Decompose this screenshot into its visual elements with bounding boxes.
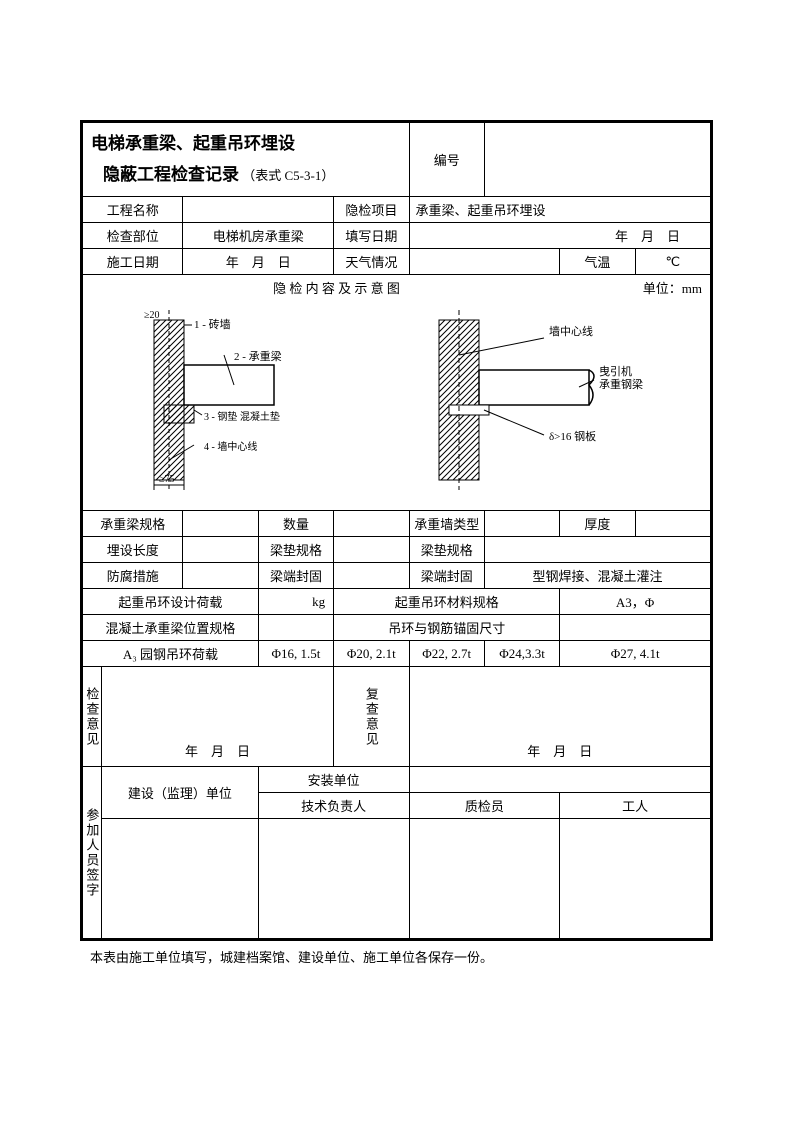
temp-label: 气温 bbox=[560, 249, 635, 275]
worker-sig[interactable] bbox=[560, 819, 711, 939]
wall-type-value[interactable] bbox=[484, 511, 559, 537]
concrete-beam-value[interactable] bbox=[258, 615, 333, 641]
embed-len-label: 埋设长度 bbox=[83, 537, 183, 563]
anchor-label: 吊环与钢筋锚固尺寸 bbox=[334, 615, 560, 641]
load-3: Φ24,3.3t bbox=[484, 641, 559, 667]
diag-l1: 1 - 砖墙 bbox=[194, 317, 231, 331]
hidden-item-label: 隐检项目 bbox=[334, 197, 409, 223]
diag-l4: 4 - 墙中心线 bbox=[204, 440, 257, 453]
diag-dim-bot: ≥75 bbox=[159, 474, 175, 485]
project-name-value[interactable] bbox=[183, 197, 334, 223]
pad-spec-label2: 梁垫规格 bbox=[409, 537, 484, 563]
ring-load-unit: kg bbox=[258, 589, 333, 615]
tech-lead-label: 技术负责人 bbox=[258, 793, 409, 819]
qc-sig[interactable] bbox=[409, 819, 560, 939]
end-seal-value2: 型钢焊接、混凝土灌注 bbox=[484, 563, 710, 589]
beam-spec-value[interactable] bbox=[183, 511, 258, 537]
qty-value[interactable] bbox=[334, 511, 409, 537]
ring-mat-label: 起重吊环材料规格 bbox=[334, 589, 560, 615]
end-seal-label1: 梁端封固 bbox=[258, 563, 333, 589]
ring-load-label: 起重吊环设计荷载 bbox=[83, 589, 259, 615]
participants-side-label: 参加人员签字 bbox=[83, 767, 102, 939]
diagram-header: 隐 检 内 容 及 示 意 图 bbox=[91, 278, 582, 297]
pad-spec-value1[interactable] bbox=[334, 537, 409, 563]
anchor-value[interactable] bbox=[560, 615, 711, 641]
diagram-area: 1 - 砖墙 2 - 承重梁 3 - 钢垫 混凝土垫 4 - 墙中心线 ≥20 … bbox=[83, 301, 711, 511]
diag-dim-top: ≥20 bbox=[144, 310, 160, 321]
review-right-date: 年 月 日 bbox=[527, 744, 592, 759]
construct-date-value[interactable]: 年 月 日 bbox=[183, 249, 334, 275]
serial-value[interactable] bbox=[484, 123, 710, 197]
load-4: Φ27, 4.1t bbox=[560, 641, 711, 667]
review-right-area[interactable]: 年 月 日 bbox=[409, 667, 710, 767]
inspect-part-value: 电梯机房承重梁 bbox=[183, 223, 334, 249]
diagram-right: 墙中心线 曳引机 承重钢梁 δ>16 钢板 bbox=[419, 310, 659, 490]
a3-ring-label: A₃ 园钢吊环荷载 bbox=[83, 641, 259, 667]
pad-spec-value2[interactable] bbox=[484, 537, 710, 563]
thickness-value[interactable] bbox=[635, 511, 710, 537]
temp-unit: ℃ bbox=[635, 249, 710, 275]
construct-date-label: 施工日期 bbox=[83, 249, 183, 275]
ring-mat-value: A3，Φ bbox=[560, 589, 711, 615]
construction-unit-label: 建设（监理）单位 bbox=[101, 767, 258, 819]
review-left-date: 年 月 日 bbox=[185, 744, 250, 759]
title-line1: 电梯承重梁、起重吊环埋设 bbox=[91, 129, 401, 160]
diag-r1: 墙中心线 bbox=[549, 324, 593, 338]
form-container: 电梯承重梁、起重吊环埋设 隐蔽工程检查记录 （表式 C5-3-1） 编号 工程名… bbox=[80, 120, 713, 941]
diagram-left: 1 - 砖墙 2 - 承重梁 3 - 钢垫 混凝土垫 4 - 墙中心线 ≥20 … bbox=[134, 310, 344, 490]
diag-r2-b: 承重钢梁 bbox=[599, 377, 643, 391]
diag-l3: 3 - 钢垫 混凝土垫 bbox=[204, 410, 280, 423]
end-seal-value1[interactable] bbox=[334, 563, 409, 589]
worker-label: 工人 bbox=[560, 793, 711, 819]
tech-lead-sig[interactable] bbox=[258, 819, 409, 939]
serial-label: 编号 bbox=[409, 123, 484, 197]
diag-r2-a: 曳引机 bbox=[599, 364, 632, 378]
load-2: Φ22, 2.7t bbox=[409, 641, 484, 667]
anticorr-value[interactable] bbox=[183, 563, 258, 589]
review-left-label: 检查意见 bbox=[83, 667, 102, 767]
thickness-label: 厚度 bbox=[560, 511, 635, 537]
fill-date-value[interactable]: 年 月 日 bbox=[409, 223, 710, 249]
main-table: 电梯承重梁、起重吊环埋设 隐蔽工程检查记录 （表式 C5-3-1） 编号 工程名… bbox=[82, 122, 711, 939]
form-title: 电梯承重梁、起重吊环埋设 隐蔽工程检查记录 （表式 C5-3-1） bbox=[83, 123, 410, 197]
inspect-part-label: 检查部位 bbox=[83, 223, 183, 249]
anticorr-label: 防腐措施 bbox=[83, 563, 183, 589]
qty-label: 数量 bbox=[258, 511, 333, 537]
hidden-item-value: 承重梁、起重吊环埋设 bbox=[409, 197, 710, 223]
diag-r3: δ>16 钢板 bbox=[549, 429, 596, 443]
review-right-label: 复查意见 bbox=[334, 667, 409, 767]
title-line2: 隐蔽工程检查记录 bbox=[91, 165, 239, 184]
beam-spec-label: 承重梁规格 bbox=[83, 511, 183, 537]
pad-spec-label1: 梁垫规格 bbox=[258, 537, 333, 563]
load-1: Φ20, 2.1t bbox=[334, 641, 409, 667]
diagram-unit: 单位：mm bbox=[582, 278, 702, 297]
project-name-label: 工程名称 bbox=[83, 197, 183, 223]
concrete-beam-label: 混凝土承重梁位置规格 bbox=[83, 615, 259, 641]
review-left-area[interactable]: 年 月 日 bbox=[101, 667, 333, 767]
weather-value[interactable] bbox=[409, 249, 560, 275]
construction-unit-sig[interactable] bbox=[101, 819, 258, 939]
embed-len-value[interactable] bbox=[183, 537, 258, 563]
end-seal-label2: 梁端封固 bbox=[409, 563, 484, 589]
weather-label: 天气情况 bbox=[334, 249, 409, 275]
diag-l2: 2 - 承重梁 bbox=[234, 349, 282, 363]
install-unit-label: 安装单位 bbox=[258, 767, 409, 793]
footer-note: 本表由施工单位填写，城建档案馆、建设单位、施工单位各保存一份。 bbox=[80, 947, 713, 966]
qc-label: 质检员 bbox=[409, 793, 560, 819]
fill-date-label: 填写日期 bbox=[334, 223, 409, 249]
install-unit-value[interactable] bbox=[409, 767, 710, 793]
form-code: （表式 C5-3-1） bbox=[242, 168, 334, 183]
load-0: Φ16, 1.5t bbox=[258, 641, 333, 667]
wall-type-label: 承重墙类型 bbox=[409, 511, 484, 537]
